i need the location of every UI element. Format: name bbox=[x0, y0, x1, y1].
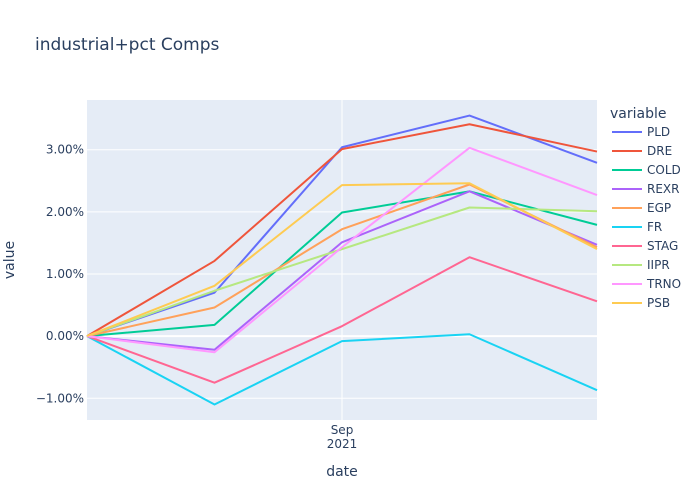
legend-item-iipr: IIPR bbox=[612, 258, 670, 272]
legend-label: PSB bbox=[647, 296, 670, 310]
x-axis-title: date bbox=[326, 464, 358, 480]
x-tick-label: 2021 bbox=[327, 437, 358, 451]
legend-item-trno: TRNO bbox=[612, 277, 681, 291]
legend-item-pld: PLD bbox=[612, 125, 670, 139]
legend-label: IIPR bbox=[647, 258, 670, 272]
series-line-dre bbox=[86, 123, 598, 337]
legend-label: PLD bbox=[647, 125, 670, 139]
legend-item-fr: FR bbox=[612, 220, 662, 234]
x-tick-label: Sep bbox=[331, 423, 354, 437]
grid-layer bbox=[87, 100, 597, 420]
legend-label: FR bbox=[647, 220, 662, 234]
y-tick-label: −1.00% bbox=[36, 391, 84, 405]
legend-label: DRE bbox=[647, 144, 672, 158]
series-line-fr bbox=[86, 333, 598, 406]
y-tick-label: 1.00% bbox=[46, 267, 84, 281]
legend-item-cold: COLD bbox=[612, 163, 681, 177]
series-line-psb bbox=[86, 182, 598, 338]
legend-item-dre: DRE bbox=[612, 144, 672, 158]
chart-title: industrial+pct Comps bbox=[35, 35, 220, 55]
legend-item-egp: EGP bbox=[612, 201, 671, 215]
y-tick-label: 3.00% bbox=[46, 143, 84, 157]
series-line-stag bbox=[86, 256, 598, 384]
legend: PLD DRE COLD REXR EGP FR STAG IIPR TRNO PSB bbox=[612, 125, 681, 310]
legend-item-rexr: REXR bbox=[612, 182, 679, 196]
legend-item-stag: STAG bbox=[612, 239, 678, 253]
series-line-pld bbox=[86, 114, 598, 338]
legend-label: EGP bbox=[647, 201, 671, 215]
legend-item-psb: PSB bbox=[612, 296, 670, 310]
legend-label: STAG bbox=[647, 239, 678, 253]
series-line-trno bbox=[86, 146, 598, 354]
series-line-cold bbox=[86, 190, 598, 338]
y-axis-title: value bbox=[2, 241, 18, 279]
legend-title: variable bbox=[610, 106, 666, 122]
legend-label: COLD bbox=[647, 163, 681, 177]
y-tick-label: 0.00% bbox=[46, 329, 84, 343]
series-line-iipr bbox=[86, 206, 598, 338]
legend-label: TRNO bbox=[646, 277, 681, 291]
legend-label: REXR bbox=[647, 182, 679, 196]
series-layer bbox=[86, 114, 598, 406]
y-tick-label: 2.00% bbox=[46, 205, 84, 219]
